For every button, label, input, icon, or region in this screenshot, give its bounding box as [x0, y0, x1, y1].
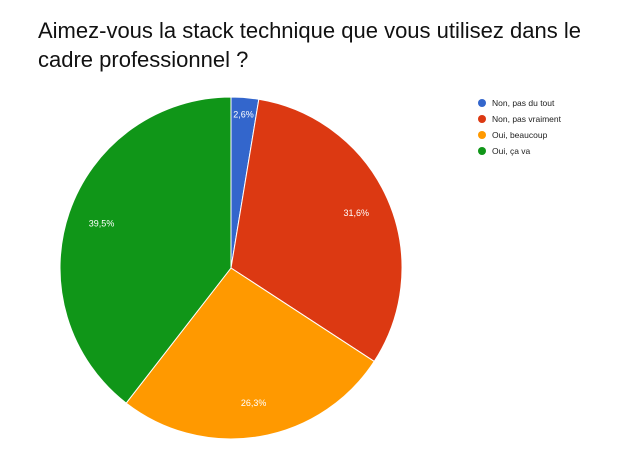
- slice-label-1: 31,6%: [343, 208, 369, 218]
- legend: Non, pas du tout Non, pas vraiment Oui, be…: [478, 95, 561, 159]
- legend-swatch-3: [478, 147, 486, 155]
- pie-slice-3: [59, 96, 232, 404]
- legend-swatch-0: [478, 99, 486, 107]
- legend-item-2: Oui, beaucoup: [478, 127, 561, 143]
- legend-item-1: Non, pas vraiment: [478, 111, 561, 127]
- legend-item-0: Non, pas du tout: [478, 95, 561, 111]
- chart-title: Aimez-vous la stack technique que vous u…: [38, 18, 581, 72]
- legend-label-2: Oui, beaucoup: [492, 130, 548, 140]
- legend-swatch-2: [478, 131, 486, 139]
- legend-label-1: Non, pas vraiment: [492, 114, 561, 124]
- legend-item-3: Oui, ça va: [478, 143, 561, 159]
- pie-slice-2: [125, 267, 375, 440]
- pie-slice-1: [230, 98, 403, 363]
- slice-label-0: 2,6%: [233, 110, 254, 120]
- slice-label-2: 26,3%: [241, 398, 267, 408]
- legend-swatch-1: [478, 115, 486, 123]
- slice-label-3: 39,5%: [89, 219, 115, 229]
- legend-label-3: Oui, ça va: [492, 146, 531, 156]
- legend-label-0: Non, pas du tout: [492, 98, 555, 108]
